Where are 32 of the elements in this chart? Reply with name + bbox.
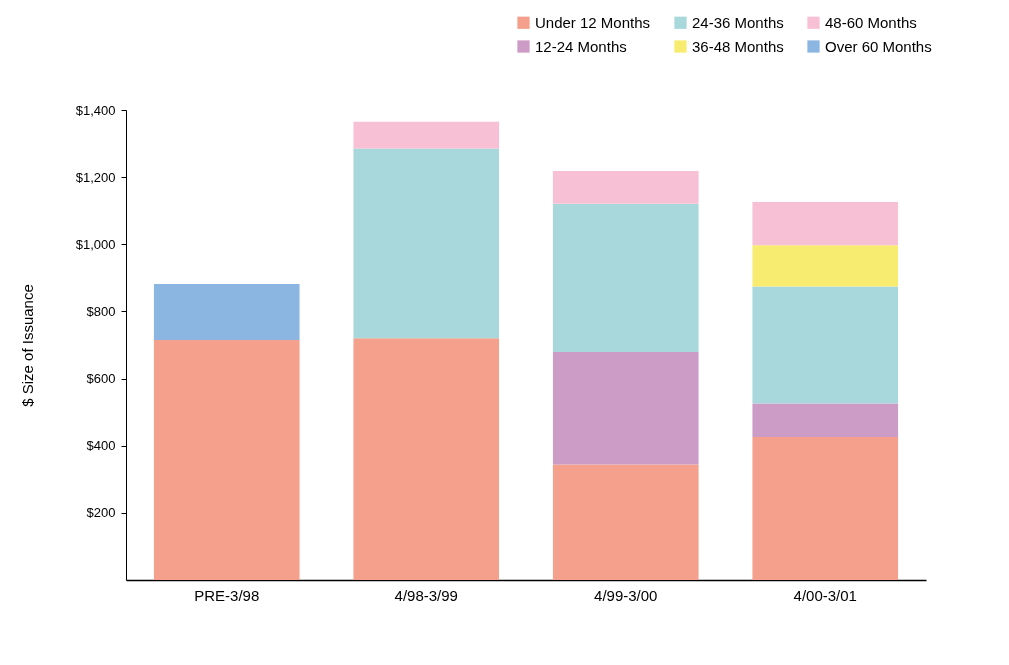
x-tick-label: 4/98-3/99: [394, 586, 458, 604]
bar: [752, 201, 899, 246]
y-tick-label: $200: [86, 505, 116, 521]
y-axis-title: $ Size of Issuance: [18, 284, 36, 407]
y-tick-label: $400: [86, 438, 116, 454]
legend-label: Over 60 Months: [825, 37, 932, 55]
bar: [552, 203, 699, 353]
bar: [752, 245, 899, 287]
bar: [153, 283, 300, 340]
legend-label: 24-36 Months: [692, 13, 784, 31]
y-tick-label: $800: [86, 303, 116, 319]
x-tick-label: PRE-3/98: [194, 586, 260, 604]
x-tick-label: 4/00-3/01: [793, 586, 857, 604]
bar: [752, 286, 899, 404]
bar: [752, 436, 899, 580]
bar: [752, 403, 899, 437]
bar: [153, 339, 300, 580]
y-tick-label: $1,400: [75, 102, 116, 118]
legend-label: 12-24 Months: [535, 37, 627, 55]
legend-label: Under 12 Months: [535, 13, 651, 31]
bar: [552, 171, 699, 204]
bar: [353, 121, 500, 149]
bar: [353, 148, 500, 339]
bar: [552, 464, 699, 580]
y-tick-label: $1,000: [75, 236, 116, 252]
bar: [353, 338, 500, 580]
y-tick-label: $1,200: [75, 169, 116, 185]
legend-label: 36-48 Months: [692, 37, 784, 55]
legend-label: 48-60 Months: [825, 13, 917, 31]
bar: [552, 352, 699, 465]
x-tick-label: 4/99-3/00: [594, 586, 658, 604]
y-tick-label: $600: [86, 371, 116, 387]
